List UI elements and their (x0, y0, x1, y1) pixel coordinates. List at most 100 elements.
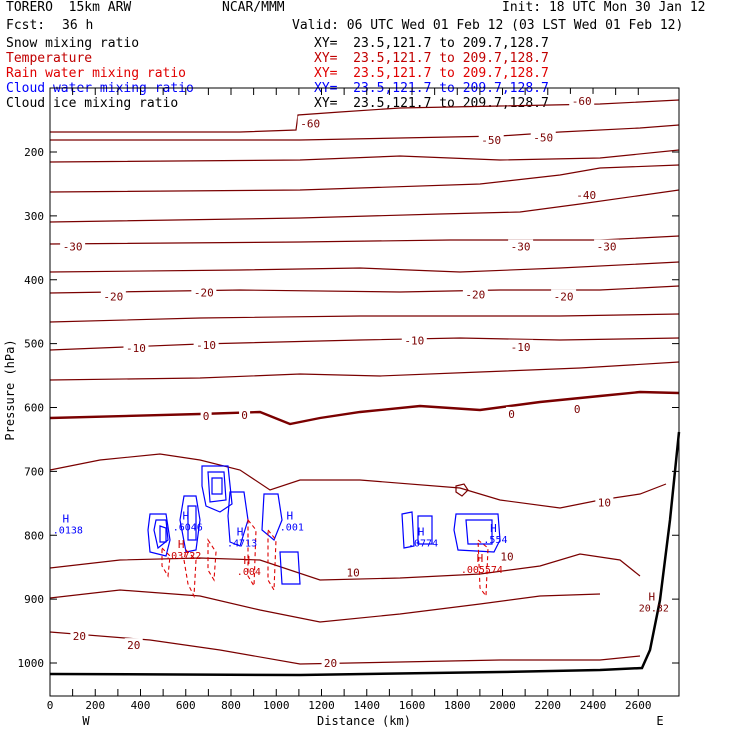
label-knockout (594, 239, 620, 252)
isotherm (49, 285, 680, 294)
x-tick-label: 2000 (489, 699, 516, 712)
extremum-mark: H (244, 554, 251, 567)
rain-contours (161, 518, 489, 599)
isotherm (49, 235, 680, 245)
x-tick-label: 2400 (580, 699, 607, 712)
cloud-water-cell (465, 519, 493, 545)
x-tick-label: 800 (221, 699, 241, 712)
valid-time: Valid: 06 UTC Wed 01 Feb 12 (03 LST Wed … (292, 18, 684, 33)
isotherm-label: 20 (73, 630, 86, 643)
isotherm-label: -30 (597, 241, 617, 254)
label-knockout (321, 656, 340, 668)
extremum-value: .03722 (165, 551, 201, 562)
isotherm-label: -30 (511, 241, 531, 254)
label-knockout (297, 116, 323, 129)
isotherm-label: -10 (126, 342, 146, 355)
x-tick-label: 1800 (444, 699, 471, 712)
label-knockout (569, 93, 595, 106)
field-range-temperature: XY= 23.5,121.7 to 209.7,128.7 (314, 51, 549, 66)
y-tick-label: 400 (24, 274, 44, 287)
extremum-value: .6046 (173, 522, 203, 533)
label-knockout (200, 408, 212, 421)
isotherm-label: 20 (324, 657, 337, 670)
label-knockout (508, 339, 534, 352)
rain-contour (161, 546, 171, 578)
label-knockout (506, 406, 518, 419)
rain-contour (247, 518, 257, 588)
field-range-rain: XY= 23.5,121.7 to 209.7,128.7 (314, 66, 549, 81)
label-knockout (498, 549, 517, 562)
isotherm (49, 261, 680, 273)
y-tick-label: 600 (24, 402, 44, 415)
extremum-value: .004 (237, 567, 261, 578)
extremum-value: .0138 (53, 525, 83, 536)
field-name-snow: Snow mixing ratio (6, 36, 140, 51)
label-knockout (462, 287, 488, 300)
extremum-mark: H (649, 590, 656, 603)
model-title: TORERO 15km ARW (6, 0, 132, 15)
extremum-mark: H (418, 525, 425, 538)
cloud-water-cell (187, 505, 197, 541)
temperature-labels: -60 -60 -50 -50 -40 -30 -30 -30 -20 -20 -20 -20 -10 -… (60, 93, 620, 670)
isotherm-label: -20 (465, 288, 485, 301)
cloud-water-cell (147, 513, 171, 557)
x-tick-label: 1400 (354, 699, 381, 712)
isotherm-zero (49, 390, 680, 426)
isotherm (49, 313, 680, 323)
label-knockout (124, 638, 143, 651)
cloud-water-cell (201, 465, 233, 513)
x-tick-label: 1000 (263, 699, 290, 712)
field-name-rain: Rain water mixing ratio (6, 66, 187, 81)
temperature-isotherms (49, 99, 680, 665)
isotherm-label: 10 (500, 550, 513, 563)
isotherm (455, 483, 469, 497)
y-tick-label: 1000 (18, 657, 45, 670)
extremum-mark: H (477, 552, 484, 565)
isotherm-label: -40 (576, 189, 596, 202)
y-tick-label: 900 (24, 593, 44, 606)
x-tick-label: 200 (85, 699, 105, 712)
y-tick-label: 500 (24, 338, 44, 351)
isotherm (49, 453, 667, 509)
isotherm-label: -20 (103, 290, 123, 303)
isotherm-label: -20 (554, 290, 574, 303)
isotherm-label: 10 (598, 497, 611, 510)
isotherm-label: -50 (533, 131, 553, 144)
extremum-value: 20.32 (639, 603, 669, 614)
label-knockout (401, 333, 427, 346)
isotherm-label: 0 (241, 409, 248, 422)
isotherm (49, 149, 680, 163)
extremum-mark: H (178, 538, 185, 551)
extremum-mark: H (490, 522, 497, 535)
rain-contour (267, 528, 277, 592)
extremum-mark: H (182, 509, 189, 522)
cloud-water-cell (159, 525, 167, 543)
label-knockout (191, 285, 217, 298)
x-tick-label: 400 (131, 699, 151, 712)
y-axis-label: Pressure (hPa) (3, 339, 17, 440)
cloud-water-cell (227, 491, 249, 547)
isotherm-label: 0 (203, 410, 210, 423)
cloud-water-cell (261, 493, 283, 541)
label-knockout (344, 565, 363, 578)
isotherm-label: 0 (508, 408, 515, 421)
extremum-mark: H (287, 509, 294, 522)
label-knockout (70, 629, 89, 642)
x-tick-label: 1600 (399, 699, 426, 712)
isotherm-label: -10 (196, 339, 216, 352)
label-knockout (123, 341, 149, 354)
field-range-snow: XY= 23.5,121.7 to 209.7,128.7 (314, 36, 549, 51)
isotherm-label: -50 (481, 134, 501, 147)
isotherm-label: -20 (194, 287, 214, 300)
y-tick-label: 300 (24, 210, 44, 223)
cloud-water-cell (453, 513, 501, 553)
field-name-cloud-ice: Cloud ice mixing ratio (6, 96, 179, 111)
field-name-temperature: Temperature (6, 51, 93, 66)
extremum-mark: H (63, 512, 70, 525)
label-knockout (508, 239, 534, 252)
isotherm (49, 631, 641, 665)
label-knockout (478, 132, 504, 145)
extremum-value: .0774 (408, 538, 438, 549)
cloud-water-cell (279, 551, 301, 585)
